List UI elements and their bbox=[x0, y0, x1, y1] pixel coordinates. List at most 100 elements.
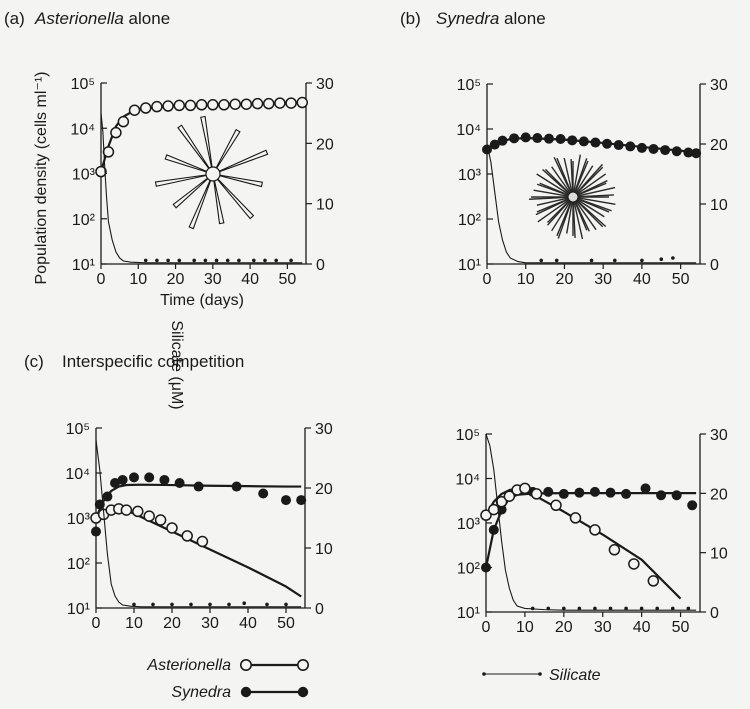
legend: Asterionella Synedra Silicate bbox=[146, 657, 600, 701]
legend-asterionella-marker-left bbox=[240, 658, 253, 671]
asterionella-point bbox=[229, 98, 241, 110]
synedra-point bbox=[605, 487, 616, 498]
x-tick-label: 50 bbox=[278, 271, 296, 288]
asterionella-point bbox=[143, 510, 155, 522]
silicate-point bbox=[177, 258, 182, 263]
x-tick-label: 0 bbox=[92, 615, 101, 632]
silicate-point bbox=[640, 258, 644, 263]
synedra-point bbox=[497, 135, 508, 146]
asterionella-point bbox=[154, 514, 167, 526]
asterionella-point bbox=[569, 512, 582, 524]
silicate-point bbox=[589, 258, 594, 263]
legend-silicate-marker-left bbox=[482, 672, 486, 676]
y-tick-label: 10⁵ bbox=[456, 427, 480, 444]
silicate-point bbox=[530, 606, 535, 611]
silicate-point bbox=[613, 258, 617, 263]
asterionella-point bbox=[184, 99, 197, 112]
synedra-point bbox=[691, 148, 702, 159]
synedra-point bbox=[489, 139, 500, 150]
y2-tick-label: 30 bbox=[710, 77, 728, 94]
x-tick-label: 0 bbox=[482, 619, 491, 636]
silicate-point bbox=[203, 258, 208, 263]
synedra-point bbox=[543, 133, 554, 144]
y2-tick-label: 20 bbox=[316, 136, 334, 153]
y-tick-label: 10⁴ bbox=[70, 121, 95, 138]
synedra-point bbox=[613, 140, 624, 151]
x-tick-label: 10 bbox=[517, 271, 535, 288]
asterionella-point bbox=[110, 126, 122, 139]
x-tick-label: 20 bbox=[555, 619, 573, 636]
asterionella-point bbox=[102, 146, 115, 158]
asterionella-cell bbox=[154, 173, 214, 187]
synedra-point bbox=[174, 477, 185, 488]
asterionella-cell bbox=[177, 124, 214, 175]
y-tick-label: 10¹ bbox=[67, 601, 90, 618]
asterionella-point bbox=[207, 99, 219, 111]
silicate-point bbox=[265, 602, 269, 607]
x-tick-label: 10 bbox=[129, 271, 147, 288]
y-tick-label: 10¹ bbox=[72, 257, 95, 274]
asterionella-cell bbox=[172, 173, 214, 209]
y-tick-label: 10³ bbox=[457, 516, 481, 533]
silicate-point bbox=[274, 258, 278, 263]
synedra-point bbox=[543, 486, 554, 497]
synedra-point bbox=[574, 487, 585, 498]
silicate-point bbox=[670, 606, 675, 611]
synedra-point bbox=[687, 500, 698, 511]
legend-silicate-marker-right bbox=[538, 672, 542, 676]
silicate-point bbox=[151, 602, 155, 607]
asterionella-point bbox=[589, 524, 601, 536]
y2-tick-label: 30 bbox=[315, 421, 333, 438]
synedra-point bbox=[532, 133, 543, 144]
silicate-point bbox=[132, 602, 136, 607]
silicate-point bbox=[686, 606, 691, 611]
synedra-point bbox=[193, 481, 204, 492]
silicate-point bbox=[608, 606, 613, 611]
y-tick-label: 10³ bbox=[458, 167, 482, 184]
asterionella-point bbox=[95, 165, 107, 178]
x-tick-label: 50 bbox=[672, 271, 690, 288]
synedra-point bbox=[671, 490, 682, 501]
asterionella-cell bbox=[212, 173, 225, 225]
synedra-point bbox=[258, 488, 269, 499]
silicate-point bbox=[546, 606, 551, 611]
synedra-point bbox=[660, 145, 671, 156]
y-tick-label: 10⁴ bbox=[455, 472, 480, 489]
x-tick-label: 40 bbox=[633, 619, 651, 636]
synedra-point bbox=[648, 143, 659, 154]
silicate-point bbox=[284, 602, 288, 607]
silicate-point bbox=[170, 602, 174, 607]
asterionella-point bbox=[162, 100, 174, 112]
x-tick-label: 50 bbox=[672, 619, 690, 636]
synedra-point bbox=[117, 474, 128, 485]
panel-b-title-italic: Synedra bbox=[436, 9, 499, 28]
synedra-point bbox=[602, 138, 613, 149]
panel-b-label: (b) bbox=[400, 9, 421, 28]
y-tick-label: 10¹ bbox=[458, 257, 481, 274]
asterionella-center bbox=[205, 166, 221, 182]
silicate-point bbox=[639, 606, 644, 611]
asterionella-point bbox=[608, 544, 621, 556]
synedra-point bbox=[683, 147, 694, 158]
panel-a-title: Asterionella alone bbox=[34, 9, 170, 28]
y2-tick-label: 10 bbox=[710, 197, 728, 214]
synedra-point bbox=[110, 477, 120, 488]
asterionella-point bbox=[218, 99, 230, 111]
silicate-point bbox=[208, 602, 212, 607]
synedra-point bbox=[296, 495, 307, 506]
silicate-point bbox=[242, 601, 246, 605]
silicate-point bbox=[624, 606, 628, 611]
panel-2: 10¹ 10² 10³ 10⁴ 10⁵ 0 10 20 30 0 10 20 30 40 50 bbox=[65, 421, 333, 632]
synedra-point bbox=[144, 472, 155, 483]
panel-a-title-italic: Asterionella bbox=[34, 9, 124, 28]
synedra-point bbox=[567, 135, 578, 146]
panel-1: 10¹ 10² 10³ 10⁴ 10⁵ 0 10 20 30 0 10 20 30 40 50 bbox=[456, 77, 728, 288]
legend-synedra-marker-left bbox=[240, 686, 252, 698]
synedra-point bbox=[589, 486, 600, 497]
y-tick-label: 10⁴ bbox=[456, 122, 481, 139]
legend-synedra-label: Synedra bbox=[171, 684, 231, 701]
asterionella-cell bbox=[200, 115, 214, 175]
asterionella-point bbox=[262, 97, 275, 110]
y-tick-label: 10³ bbox=[67, 511, 91, 528]
y-tick-label: 10² bbox=[67, 556, 91, 573]
